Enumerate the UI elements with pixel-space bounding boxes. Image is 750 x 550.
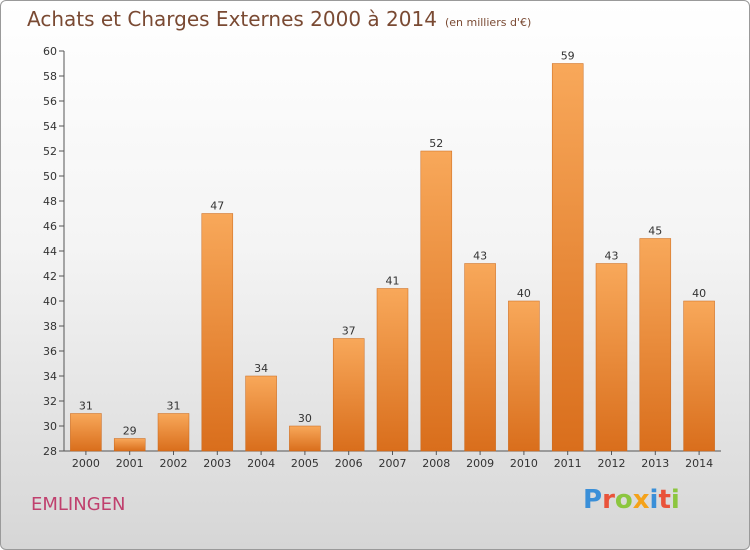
bar-2001 <box>113 438 146 452</box>
y-tick-label: 60 <box>43 45 57 58</box>
data-label-2004: 34 <box>254 362 268 375</box>
bar-2004 <box>245 375 277 452</box>
y-tick-label: 36 <box>43 345 57 358</box>
data-label-2002: 31 <box>167 400 181 413</box>
x-tick-label-2005: 2005 <box>291 457 319 470</box>
x-tick-label-2012: 2012 <box>598 457 626 470</box>
data-label-2005: 30 <box>298 412 312 425</box>
y-tick-label: 32 <box>43 395 57 408</box>
y-tick-label: 56 <box>43 95 57 108</box>
x-tick-label-2000: 2000 <box>72 457 100 470</box>
logo-letter: x <box>632 485 650 515</box>
bar-2007 <box>376 288 409 452</box>
chart-title: Achats et Charges Externes 2000 à 2014 <box>27 7 437 31</box>
bar-2013 <box>639 238 672 452</box>
data-label-2009: 43 <box>473 250 487 263</box>
x-tick-label-2014: 2014 <box>685 457 713 470</box>
data-label-2008: 52 <box>429 137 443 150</box>
logo-letter: P <box>583 485 603 515</box>
bar-2000 <box>70 413 102 452</box>
y-tick-label: 44 <box>43 245 57 258</box>
x-tick-label-2011: 2011 <box>554 457 582 470</box>
chart-title-row: Achats et Charges Externes 2000 à 2014 (e… <box>27 7 531 31</box>
y-tick-label: 30 <box>43 420 57 433</box>
x-tick-label-2010: 2010 <box>510 457 538 470</box>
data-label-2003: 47 <box>210 200 224 213</box>
x-tick-label-2007: 2007 <box>379 457 407 470</box>
y-tick-label: 34 <box>43 370 57 383</box>
data-label-2000: 31 <box>79 400 93 413</box>
y-tick-label: 42 <box>43 270 57 283</box>
data-label-2012: 43 <box>605 250 619 263</box>
bar-2014 <box>683 300 715 452</box>
y-tick-label: 46 <box>43 220 57 233</box>
bar-2008 <box>420 150 453 452</box>
y-tick-label: 52 <box>43 145 57 158</box>
data-label-2006: 37 <box>342 325 356 338</box>
logo-letter: t <box>658 485 671 515</box>
bar-2003 <box>201 213 234 452</box>
y-tick-label: 28 <box>43 445 57 458</box>
bar-2002 <box>157 413 190 452</box>
y-tick-label: 38 <box>43 320 57 333</box>
chart-subtitle: (en milliers d'€) <box>444 16 532 29</box>
bar-2011 <box>551 63 584 452</box>
y-tick-label: 48 <box>43 195 57 208</box>
data-label-2011: 59 <box>561 50 575 63</box>
x-tick-label-2008: 2008 <box>422 457 450 470</box>
y-tick-label: 58 <box>43 70 57 83</box>
bar-2005 <box>289 425 321 452</box>
data-label-2010: 40 <box>517 287 531 300</box>
bar-2010 <box>508 300 540 452</box>
data-label-2014: 40 <box>692 287 706 300</box>
x-tick-label-2003: 2003 <box>203 457 231 470</box>
y-tick-label: 50 <box>43 170 57 183</box>
data-label-2013: 45 <box>648 225 662 238</box>
x-tick-label-2013: 2013 <box>641 457 669 470</box>
logo-letter: o <box>614 485 633 515</box>
data-label-2007: 41 <box>386 275 400 288</box>
x-tick-label-2006: 2006 <box>335 457 363 470</box>
x-tick-label-2001: 2001 <box>116 457 144 470</box>
x-tick-label-2004: 2004 <box>247 457 275 470</box>
data-label-2001: 29 <box>123 425 137 438</box>
proxiti-logo: Proxiti <box>583 485 680 515</box>
y-tick-label: 54 <box>43 120 57 133</box>
bar-2009 <box>464 263 496 452</box>
y-tick-label: 40 <box>43 295 57 308</box>
x-tick-label-2009: 2009 <box>466 457 494 470</box>
logo-letter: i <box>670 485 680 515</box>
bar-2006 <box>332 338 365 452</box>
bar-2012 <box>595 263 628 452</box>
x-tick-label-2002: 2002 <box>160 457 188 470</box>
place-name: EMLINGEN <box>31 494 126 515</box>
logo-letter: i <box>649 485 659 515</box>
logo-letter: r <box>602 485 615 515</box>
